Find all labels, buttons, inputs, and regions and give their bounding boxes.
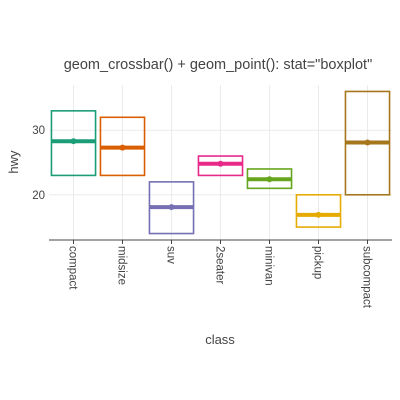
x-tick-label-compact: compact	[67, 246, 79, 290]
y-axis-title: hwy	[6, 150, 21, 174]
chart-title: geom_crossbar() + geom_point(): stat="bo…	[64, 57, 373, 73]
point-minivan	[266, 176, 273, 183]
x-tick-label-minivan: minivan	[263, 246, 275, 286]
y-tick-label-30: 30	[32, 125, 45, 137]
x-axis-title: class	[205, 332, 235, 347]
x-tick-label-midsize: midsize	[116, 246, 128, 285]
x-tick-label-suv: suv	[165, 246, 177, 264]
x-tick-label-2seater: 2seater	[214, 246, 226, 285]
box-layer	[50, 90, 391, 235]
crossbar-pickup	[295, 193, 342, 228]
point-midsize	[119, 144, 126, 151]
x-tick-label-subcompact: subcompact	[361, 246, 373, 309]
point-compact	[70, 138, 77, 145]
point-suv	[168, 204, 175, 211]
x-tick-labels: compact midsize suv 2seater minivan pickup sub…	[67, 240, 373, 309]
point-pickup	[315, 211, 322, 218]
y-tick-label-20: 20	[32, 190, 45, 202]
point-subcompact	[364, 139, 371, 146]
x-tick-label-pickup: pickup	[312, 246, 324, 279]
grid-layer	[49, 85, 392, 240]
point-2seater	[217, 160, 224, 167]
